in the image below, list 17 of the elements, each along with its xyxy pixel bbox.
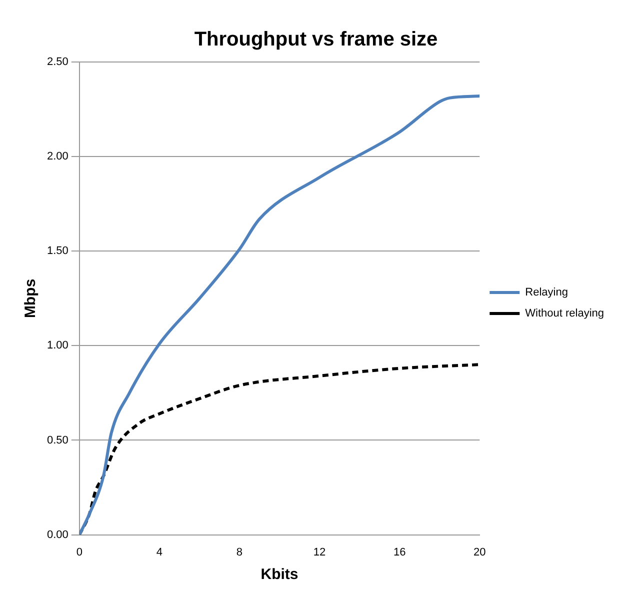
x-tick-label: 4	[156, 546, 163, 558]
y-axis-title: Mbps	[22, 278, 40, 318]
y-tick-label: 1.50	[46, 245, 68, 258]
x-tick-label: 8	[236, 546, 243, 558]
x-axis-title: Kbits	[260, 566, 298, 584]
y-tick-label: 0.50	[46, 434, 68, 446]
legend-label: Without relaying	[525, 308, 604, 320]
chart-title: Throughput vs frame size	[194, 28, 438, 51]
x-tick-label: 16	[393, 546, 406, 558]
y-tick-label: 2.00	[46, 150, 68, 163]
y-tick-label: 2.50	[46, 56, 68, 68]
y-tick-label: 1.00	[46, 340, 68, 352]
x-tick-label: 0	[76, 546, 82, 558]
legend-label: Relaying	[525, 286, 568, 299]
y-tick-label: 0.00	[46, 528, 68, 541]
x-tick-label: 20	[474, 546, 486, 558]
x-tick-label: 12	[313, 546, 326, 558]
